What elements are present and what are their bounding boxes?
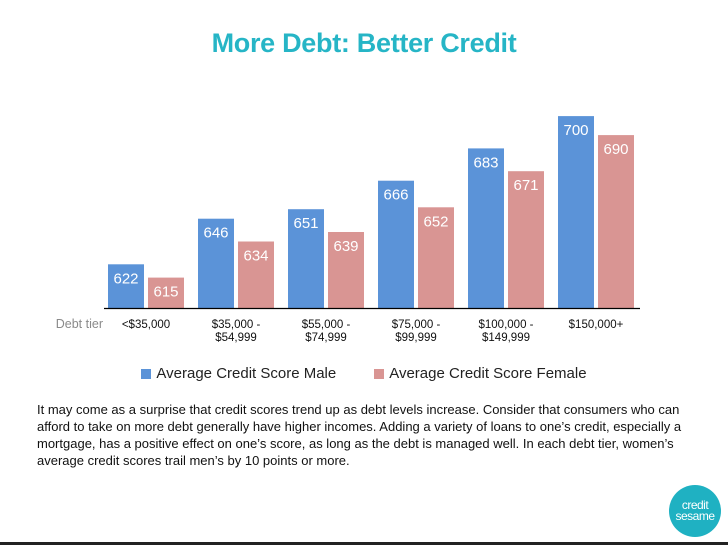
bar-female-3 bbox=[418, 207, 454, 308]
data-label-female-4: 671 bbox=[513, 177, 538, 194]
credit-sesame-logo: credit sesame bbox=[669, 485, 721, 537]
bar-male-5 bbox=[558, 116, 594, 308]
data-label-female-2: 639 bbox=[333, 238, 358, 255]
bar-male-3 bbox=[378, 180, 414, 308]
logo-line-2: sesame bbox=[675, 509, 715, 523]
data-label-male-5: 700 bbox=[563, 122, 588, 139]
legend-swatch-female bbox=[374, 368, 385, 379]
legend-item-male: Average Credit Score Male bbox=[141, 365, 336, 382]
data-label-female-5: 690 bbox=[603, 141, 628, 158]
category-label-3-line2: $99,999 bbox=[395, 332, 437, 344]
data-label-female-1: 634 bbox=[243, 248, 268, 265]
bar-female-1 bbox=[238, 241, 274, 308]
x-axis-label: Debt tier bbox=[56, 317, 103, 331]
data-label-male-1: 646 bbox=[203, 225, 228, 242]
category-label-1-line2: $54,999 bbox=[215, 332, 257, 344]
bar-male-1 bbox=[198, 218, 234, 308]
data-label-female-0: 615 bbox=[153, 284, 178, 301]
data-label-female-3: 652 bbox=[423, 213, 448, 230]
caption-text: It may come as a surprise that credit sc… bbox=[37, 402, 682, 468]
category-label-5: $150,000+ bbox=[569, 319, 624, 331]
category-label-3: $75,000 - bbox=[392, 319, 441, 331]
bar-male-2 bbox=[288, 209, 324, 308]
bar-female-2 bbox=[328, 232, 364, 308]
data-label-male-2: 651 bbox=[293, 215, 318, 232]
category-label-0: <$35,000 bbox=[122, 319, 170, 331]
category-label-4-line2: $149,999 bbox=[482, 332, 530, 344]
legend-item-female: Average Credit Score Female bbox=[374, 365, 587, 382]
data-label-male-0: 622 bbox=[113, 270, 138, 287]
bar-male-0 bbox=[108, 264, 144, 308]
bar-female-5 bbox=[598, 135, 634, 308]
data-label-male-4: 683 bbox=[473, 154, 498, 171]
legend-label-female: Average Credit Score Female bbox=[389, 365, 587, 382]
legend: Average Credit Score Male Average Credit… bbox=[0, 365, 728, 382]
category-label-2: $55,000 - bbox=[302, 319, 351, 331]
bar-female-4 bbox=[508, 171, 544, 308]
chart-title: More Debt: Better Credit bbox=[211, 28, 517, 58]
legend-swatch-male bbox=[141, 368, 152, 379]
data-label-male-3: 666 bbox=[383, 187, 408, 204]
bottom-divider bbox=[0, 542, 728, 545]
bar-female-0 bbox=[148, 277, 184, 308]
bar-chart: 622 615 <$35,000 646 634 $35,000 -$54,999 651 6… bbox=[56, 116, 640, 344]
category-label-4: $100,000 - bbox=[479, 319, 534, 331]
legend-label-male: Average Credit Score Male bbox=[156, 365, 337, 382]
category-label-1: $35,000 - bbox=[212, 319, 261, 331]
logo-line-1: credit bbox=[681, 498, 709, 512]
category-label-2-line2: $74,999 bbox=[305, 332, 347, 344]
bar-male-4 bbox=[468, 148, 504, 308]
